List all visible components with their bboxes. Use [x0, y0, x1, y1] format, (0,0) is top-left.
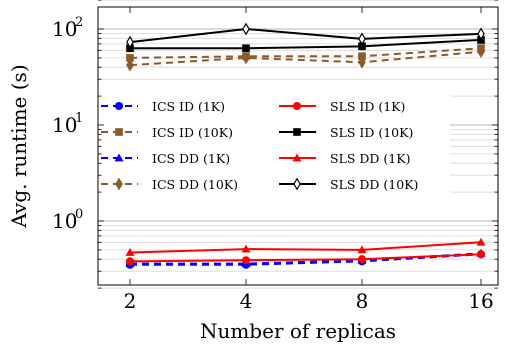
- data-point: [358, 55, 366, 69]
- legend-marker: [292, 153, 302, 162]
- y-tick-label: 102: [52, 15, 83, 41]
- legend-item: SLS ID (10K): [279, 125, 413, 140]
- data-point: [126, 54, 134, 62]
- data-point: [241, 256, 251, 265]
- legend-label: SLS ID (1K): [330, 99, 405, 114]
- legend-box: [95, 91, 450, 194]
- legend-marker: [115, 177, 123, 191]
- series-sls-dd-1k: [125, 237, 486, 256]
- y-tick-label-base: 10: [52, 113, 77, 137]
- y-tick-label-exponent: 1: [75, 111, 83, 126]
- legend-label: ICS ID (1K): [152, 99, 225, 114]
- series-layer: [125, 22, 486, 269]
- data-point: [358, 32, 366, 46]
- legend-label: SLS ID (10K): [330, 125, 413, 140]
- legend-marker: [115, 128, 123, 136]
- legend-label: SLS DD (10K): [330, 177, 418, 192]
- legend-label: ICS DD (1K): [152, 151, 230, 166]
- x-tick-label: 2: [124, 289, 137, 313]
- legend-label: ICS DD (10K): [152, 177, 238, 192]
- legend-item: SLS DD (1K): [279, 151, 410, 166]
- legend-item: SLS DD (10K): [279, 177, 418, 192]
- legend-marker: [293, 128, 301, 136]
- series-line: [129, 50, 482, 67]
- series-ics-dd-10k: [126, 45, 485, 72]
- x-tick-label: 4: [240, 289, 253, 313]
- legend-item: ICS ID (1K): [101, 99, 225, 114]
- legend-item: ICS DD (1K): [101, 151, 230, 166]
- series-line: [129, 241, 482, 254]
- data-point: [241, 244, 251, 253]
- data-point: [242, 51, 250, 65]
- series-line: [130, 252, 482, 265]
- y-tick-label: 100: [52, 207, 83, 233]
- series-line: [129, 47, 482, 59]
- series-line: [129, 27, 482, 44]
- series-sls-dd-10k: [126, 22, 485, 49]
- legend-item: ICS DD (10K): [101, 177, 238, 192]
- data-point: [242, 44, 250, 53]
- data-point: [477, 27, 485, 41]
- data-point: [477, 45, 485, 59]
- legend-marker: [293, 177, 301, 191]
- series-line: [130, 38, 482, 50]
- y-tick-label-base: 10: [52, 17, 77, 41]
- legend-label: SLS DD (1K): [330, 151, 410, 166]
- y-axis-label: Avg. runtime (s): [7, 64, 31, 228]
- series-sls-id-1k: [125, 250, 486, 266]
- y-tick-label: 101: [52, 111, 83, 137]
- legend-item: SLS ID (1K): [279, 99, 405, 114]
- y-tick-label-exponent: 2: [75, 15, 83, 30]
- legend-label: ICS ID (10K): [152, 125, 233, 140]
- x-tick-label: 16: [468, 289, 493, 313]
- data-point: [357, 245, 367, 254]
- y-tick-label-base: 10: [52, 209, 77, 233]
- series-line: [129, 253, 482, 263]
- legend-marker: [114, 153, 124, 162]
- legend: ICS ID (1K) ICS ID (10K) ICS DD (1K) ICS DD…: [95, 91, 450, 194]
- data-point: [125, 247, 135, 256]
- data-point: [242, 22, 250, 36]
- data-point: [126, 35, 134, 49]
- x-axis-label: Number of replicas: [200, 319, 396, 343]
- data-point: [126, 58, 134, 72]
- x-tick-label: 8: [356, 289, 369, 313]
- data-point: [476, 237, 486, 246]
- data-point: [357, 255, 367, 264]
- data-point: [358, 42, 366, 51]
- y-tick-label-exponent: 0: [75, 207, 83, 222]
- data-point: [125, 257, 135, 266]
- legend-marker: [114, 101, 124, 111]
- data-point: [476, 250, 486, 259]
- legend-item: ICS ID (10K): [101, 125, 233, 140]
- legend-marker: [292, 101, 302, 111]
